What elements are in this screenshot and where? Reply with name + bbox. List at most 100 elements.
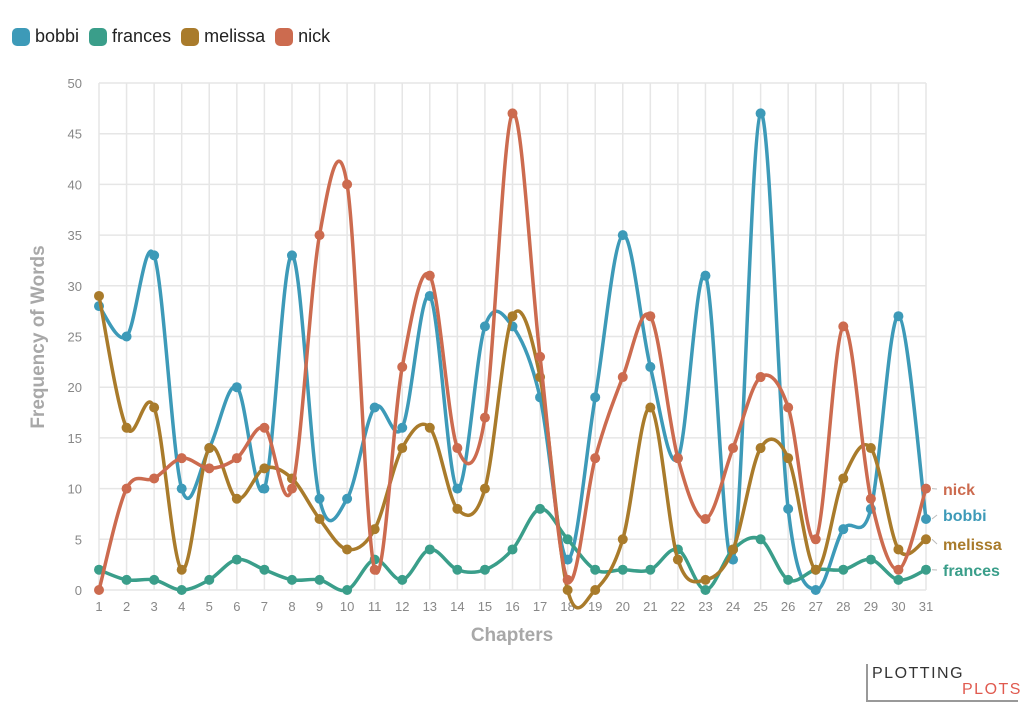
data-point-melissa[interactable]	[397, 443, 408, 454]
data-point-nick[interactable]	[94, 585, 104, 595]
data-point-nick[interactable]	[424, 270, 435, 281]
data-point-nick[interactable]	[755, 372, 766, 383]
data-point-frances[interactable]	[865, 554, 876, 565]
data-point-melissa[interactable]	[645, 402, 656, 413]
data-point-bobbi[interactable]	[562, 554, 573, 565]
data-point-bobbi[interactable]	[121, 331, 132, 342]
data-point-frances[interactable]	[507, 544, 518, 555]
data-point-melissa[interactable]	[783, 453, 794, 464]
data-point-nick[interactable]	[810, 534, 821, 545]
data-point-frances[interactable]	[755, 534, 766, 545]
data-point-bobbi[interactable]	[700, 270, 711, 281]
data-point-frances[interactable]	[259, 564, 270, 575]
data-point-frances[interactable]	[204, 574, 215, 585]
data-point-frances[interactable]	[231, 554, 242, 565]
data-point-frances[interactable]	[617, 564, 628, 575]
data-point-bobbi[interactable]	[479, 321, 490, 332]
data-point-bobbi[interactable]	[149, 250, 160, 261]
data-point-melissa[interactable]	[838, 473, 849, 484]
data-point-nick[interactable]	[783, 402, 794, 413]
data-point-bobbi[interactable]	[921, 514, 931, 525]
data-point-frances[interactable]	[314, 574, 325, 585]
data-point-nick[interactable]	[535, 351, 546, 362]
data-point-bobbi[interactable]	[286, 250, 297, 261]
data-point-bobbi[interactable]	[314, 493, 325, 504]
data-point-frances[interactable]	[921, 564, 931, 575]
data-point-melissa[interactable]	[755, 443, 766, 454]
data-point-bobbi[interactable]	[590, 392, 601, 403]
data-point-melissa[interactable]	[342, 544, 353, 555]
data-point-melissa[interactable]	[121, 422, 132, 433]
data-point-nick[interactable]	[865, 493, 876, 504]
data-point-nick[interactable]	[314, 230, 325, 241]
data-point-frances[interactable]	[838, 564, 849, 575]
data-point-frances[interactable]	[700, 585, 711, 595]
data-point-frances[interactable]	[121, 574, 132, 585]
data-point-bobbi[interactable]	[342, 493, 353, 504]
data-point-frances[interactable]	[562, 534, 573, 545]
data-point-bobbi[interactable]	[259, 483, 270, 494]
data-point-frances[interactable]	[342, 585, 353, 595]
data-point-melissa[interactable]	[728, 544, 739, 555]
data-point-melissa[interactable]	[700, 574, 711, 585]
data-point-frances[interactable]	[893, 574, 904, 585]
data-point-bobbi[interactable]	[231, 382, 242, 393]
data-point-frances[interactable]	[397, 574, 408, 585]
data-point-melissa[interactable]	[452, 503, 463, 514]
data-point-frances[interactable]	[176, 585, 187, 595]
data-point-melissa[interactable]	[204, 443, 215, 454]
data-point-melissa[interactable]	[590, 585, 601, 595]
data-point-melissa[interactable]	[94, 290, 104, 301]
data-point-frances[interactable]	[783, 574, 794, 585]
data-point-melissa[interactable]	[231, 493, 242, 504]
data-point-nick[interactable]	[452, 443, 463, 454]
data-point-bobbi[interactable]	[810, 585, 821, 595]
data-point-frances[interactable]	[590, 564, 601, 575]
data-point-nick[interactable]	[921, 483, 931, 494]
data-point-melissa[interactable]	[259, 463, 270, 474]
data-point-melissa[interactable]	[617, 534, 628, 545]
data-point-bobbi[interactable]	[755, 108, 766, 119]
data-point-melissa[interactable]	[479, 483, 490, 494]
data-point-melissa[interactable]	[149, 402, 160, 413]
data-point-nick[interactable]	[286, 483, 297, 494]
data-point-frances[interactable]	[645, 564, 656, 575]
data-point-bobbi[interactable]	[783, 503, 794, 514]
data-point-nick[interactable]	[397, 361, 408, 372]
data-point-frances[interactable]	[452, 564, 463, 575]
data-point-nick[interactable]	[149, 473, 160, 484]
data-point-nick[interactable]	[231, 453, 242, 464]
data-point-bobbi[interactable]	[452, 483, 463, 494]
data-point-nick[interactable]	[700, 514, 711, 525]
data-point-nick[interactable]	[369, 564, 380, 575]
data-point-bobbi[interactable]	[617, 230, 628, 241]
data-point-frances[interactable]	[535, 503, 546, 514]
data-point-melissa[interactable]	[507, 311, 518, 322]
data-point-melissa[interactable]	[865, 443, 876, 454]
data-point-frances[interactable]	[149, 574, 160, 585]
data-point-nick[interactable]	[342, 179, 353, 190]
data-point-melissa[interactable]	[921, 534, 931, 545]
data-point-bobbi[interactable]	[838, 524, 849, 535]
data-point-melissa[interactable]	[369, 524, 380, 535]
data-point-nick[interactable]	[259, 422, 270, 433]
data-point-nick[interactable]	[893, 564, 904, 575]
data-point-nick[interactable]	[204, 463, 215, 474]
data-point-nick[interactable]	[645, 311, 656, 322]
data-point-bobbi[interactable]	[369, 402, 380, 413]
data-point-frances[interactable]	[286, 574, 297, 585]
data-point-bobbi[interactable]	[424, 290, 435, 301]
data-point-nick[interactable]	[672, 453, 683, 464]
data-point-frances[interactable]	[424, 544, 435, 555]
data-point-melissa[interactable]	[810, 564, 821, 575]
data-point-bobbi[interactable]	[893, 311, 904, 322]
legend-item-bobbi[interactable]: bobbi	[12, 26, 79, 47]
data-point-bobbi[interactable]	[176, 483, 187, 494]
data-point-melissa[interactable]	[176, 564, 187, 575]
data-point-nick[interactable]	[590, 453, 601, 464]
data-point-nick[interactable]	[479, 412, 490, 423]
data-point-bobbi[interactable]	[645, 361, 656, 372]
data-point-nick[interactable]	[838, 321, 849, 332]
data-point-bobbi[interactable]	[397, 422, 408, 433]
data-point-melissa[interactable]	[314, 514, 325, 525]
